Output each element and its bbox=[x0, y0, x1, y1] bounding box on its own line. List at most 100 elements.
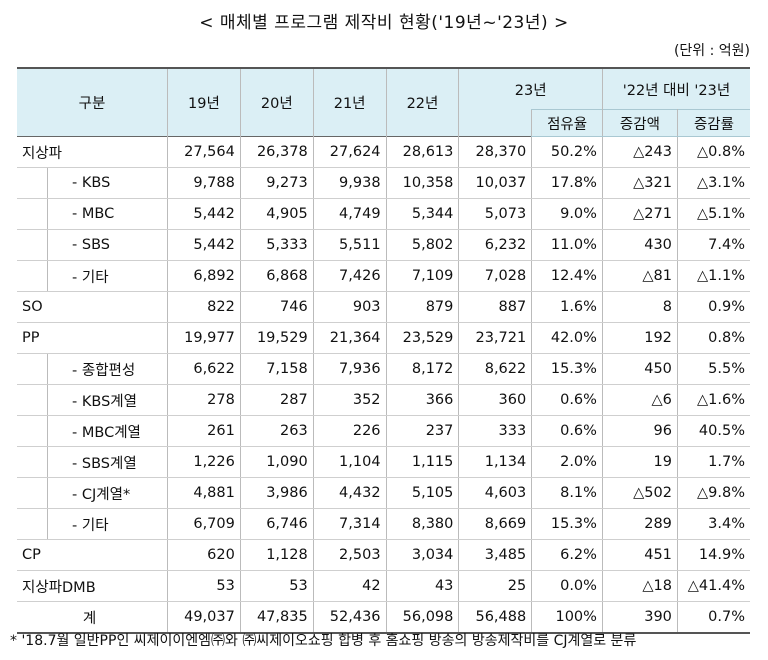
value-cell: 0.6% bbox=[531, 384, 603, 416]
value-cell: 879 bbox=[386, 291, 460, 323]
indent-cell bbox=[17, 508, 49, 540]
value-cell: 7.4% bbox=[677, 229, 750, 261]
value-cell: 0.7% bbox=[677, 601, 750, 634]
indent-cell bbox=[17, 167, 49, 199]
value-cell: 237 bbox=[386, 415, 460, 447]
row-label: - SBS bbox=[47, 229, 169, 261]
value-cell: 6,709 bbox=[167, 508, 241, 540]
value-cell: 7,936 bbox=[313, 353, 387, 385]
header-compare: '22년 대비 '23년 bbox=[602, 68, 750, 110]
value-cell: 26,378 bbox=[240, 136, 314, 168]
value-cell: 620 bbox=[167, 539, 241, 571]
value-cell: 23,529 bbox=[386, 322, 460, 354]
header-year: 22년 bbox=[386, 68, 460, 137]
value-cell: 5,105 bbox=[386, 477, 460, 509]
value-cell: 23,721 bbox=[458, 322, 533, 354]
table-row: - MBC계열 261 263 226 237 333 0.6% 96 40.5% bbox=[17, 415, 750, 447]
value-cell: 19,529 bbox=[240, 322, 314, 354]
value-cell: 0.0% bbox=[531, 570, 603, 602]
value-cell: 3,034 bbox=[386, 539, 460, 571]
value-cell: △3.1% bbox=[677, 167, 750, 199]
value-cell: 15.3% bbox=[531, 353, 603, 385]
value-cell: 0.8% bbox=[677, 322, 750, 354]
value-cell: 226 bbox=[313, 415, 387, 447]
value-cell: 9,788 bbox=[167, 167, 241, 199]
row-label: - 기타 bbox=[47, 260, 169, 292]
table-row: - SBS 5,442 5,333 5,511 5,802 6,232 11.0% 430 7.… bbox=[17, 229, 750, 261]
value-cell: △18 bbox=[602, 570, 678, 602]
footnote: * '18.7월 일반PP인 씨제이이엔엠㈜와 ㈜씨제이오쇼핑 합병 후 홈쇼핑… bbox=[10, 633, 637, 649]
value-cell: 12.4% bbox=[531, 260, 603, 292]
value-cell: 27,624 bbox=[313, 136, 387, 168]
value-cell: 52,436 bbox=[313, 601, 387, 634]
header-share: 점유율 bbox=[531, 109, 603, 137]
value-cell: 6,892 bbox=[167, 260, 241, 292]
value-cell: 3.4% bbox=[677, 508, 750, 540]
indent-cell bbox=[17, 229, 49, 261]
value-cell: 3,986 bbox=[240, 477, 314, 509]
table-row: - KBS계열 278 287 352 366 360 0.6% △6 △1.6% bbox=[17, 384, 750, 416]
value-cell: 21,364 bbox=[313, 322, 387, 354]
header-diff-rate: 증감률 bbox=[677, 109, 750, 137]
value-cell: 47,835 bbox=[240, 601, 314, 634]
value-cell: 53 bbox=[167, 570, 241, 602]
value-cell: 1,134 bbox=[458, 446, 533, 478]
value-cell: 746 bbox=[240, 291, 314, 323]
value-cell: 9,938 bbox=[313, 167, 387, 199]
value-cell: 289 bbox=[602, 508, 678, 540]
value-cell: 1,104 bbox=[313, 446, 387, 478]
value-cell: 450 bbox=[602, 353, 678, 385]
value-cell: 192 bbox=[602, 322, 678, 354]
table-row: PP 19,977 19,529 21,364 23,529 23,721 42.0% 192… bbox=[17, 322, 750, 354]
value-cell: 6,746 bbox=[240, 508, 314, 540]
row-label: - 기타 bbox=[47, 508, 169, 540]
indent-cell bbox=[17, 477, 49, 509]
value-cell: 27,564 bbox=[167, 136, 241, 168]
value-cell: 360 bbox=[458, 384, 533, 416]
value-cell: 5,344 bbox=[386, 198, 460, 230]
unit-label: (단위 : 억원) bbox=[673, 43, 750, 59]
table-row: - 종합편성 6,622 7,158 7,936 8,172 8,622 15.3% 450 5… bbox=[17, 353, 750, 385]
value-cell: △271 bbox=[602, 198, 678, 230]
value-cell: 8,380 bbox=[386, 508, 460, 540]
value-cell: 352 bbox=[313, 384, 387, 416]
value-cell: 1.7% bbox=[677, 446, 750, 478]
value-cell: 28,613 bbox=[386, 136, 460, 168]
value-cell: 887 bbox=[458, 291, 533, 323]
value-cell: 7,158 bbox=[240, 353, 314, 385]
value-cell: 40.5% bbox=[677, 415, 750, 447]
row-label: SO bbox=[17, 291, 169, 323]
indent-cell bbox=[17, 446, 49, 478]
value-cell: 42 bbox=[313, 570, 387, 602]
value-cell: 822 bbox=[167, 291, 241, 323]
value-cell: 14.9% bbox=[677, 539, 750, 571]
value-cell: △1.1% bbox=[677, 260, 750, 292]
value-cell: 19 bbox=[602, 446, 678, 478]
value-cell: △243 bbox=[602, 136, 678, 168]
value-cell: 6.2% bbox=[531, 539, 603, 571]
value-cell: △81 bbox=[602, 260, 678, 292]
value-cell: 287 bbox=[240, 384, 314, 416]
value-cell: 0.6% bbox=[531, 415, 603, 447]
value-cell: 28,370 bbox=[458, 136, 533, 168]
value-cell: 0.9% bbox=[677, 291, 750, 323]
value-cell: 5.5% bbox=[677, 353, 750, 385]
production-cost-table: 구분 19년 20년 21년 22년 23년 '22년 대비 '23년 점유율 … bbox=[17, 67, 750, 634]
value-cell: 4,749 bbox=[313, 198, 387, 230]
value-cell: 6,622 bbox=[167, 353, 241, 385]
total-row: 계 49,037 47,835 52,436 56,098 56,488 100% 390 0.… bbox=[17, 601, 750, 634]
table-row: - CJ계열* 4,881 3,986 4,432 5,105 4,603 8.1% △502… bbox=[17, 477, 750, 509]
table-row: - MBC 5,442 4,905 4,749 5,344 5,073 9.0% △271 △5… bbox=[17, 198, 750, 230]
value-cell: 10,358 bbox=[386, 167, 460, 199]
header-year: 19년 bbox=[167, 68, 241, 137]
value-cell: 6,232 bbox=[458, 229, 533, 261]
value-cell: 42.0% bbox=[531, 322, 603, 354]
value-cell: 8,172 bbox=[386, 353, 460, 385]
value-cell: 366 bbox=[386, 384, 460, 416]
value-cell: 5,073 bbox=[458, 198, 533, 230]
row-label: - MBC계열 bbox=[47, 415, 169, 447]
row-label: - SBS계열 bbox=[47, 446, 169, 478]
table-row: 지상파DMB 53 53 42 43 25 0.0% △18 △41.4% bbox=[17, 570, 750, 602]
value-cell: 278 bbox=[167, 384, 241, 416]
value-cell: 1,090 bbox=[240, 446, 314, 478]
